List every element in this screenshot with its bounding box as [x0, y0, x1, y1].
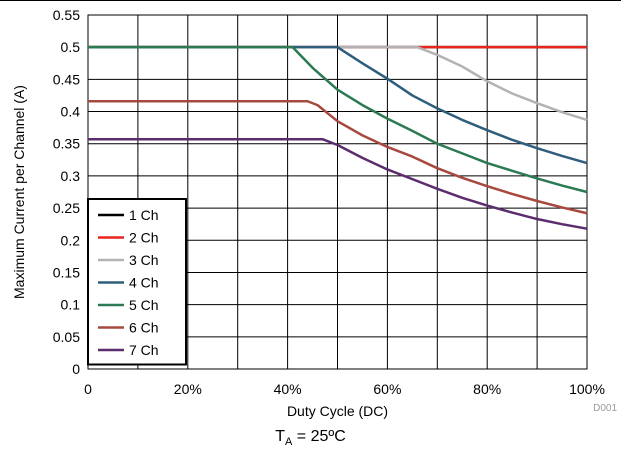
x-tick-label: 0: [84, 381, 92, 397]
legend-label-5-ch: 5 Ch: [129, 297, 159, 313]
y-tick-label: 0.55: [53, 7, 80, 23]
y-tick-label: 0.45: [53, 71, 80, 87]
caption-main: T: [275, 428, 285, 445]
legend-label-4-ch: 4 Ch: [129, 275, 159, 291]
series-line-7-ch: [88, 137, 588, 230]
y-tick-label: 0.1: [61, 297, 81, 313]
y-tick-label: 0.25: [53, 200, 80, 216]
figure-id: D001: [593, 403, 617, 414]
y-tick-label: 0: [72, 361, 80, 377]
x-tick-label: 40%: [274, 381, 302, 397]
x-tick-label: 80%: [473, 381, 501, 397]
legend-label-7-ch: 7 Ch: [129, 342, 159, 358]
temperature-caption: TA = 25ºC: [0, 428, 621, 448]
x-tick-label: 100%: [569, 381, 605, 397]
y-tick-label: 0.3: [61, 168, 81, 184]
y-axis-label: Maximum Current per Channel (A): [11, 85, 27, 299]
x-tick-labels: 0 20% 40% 60% 80% 100%: [84, 381, 605, 397]
chart-svg: 0 20% 40% 60% 80% 100% 0 0.05 0.1 0.15 0.2 0.25 0.3…: [11, 7, 617, 419]
legend-label-1-ch: 1 Ch: [129, 207, 159, 223]
top-rule: [0, 0, 621, 1]
series-line-4-ch: [88, 45, 588, 165]
series-layer: [88, 45, 588, 230]
legend: 1 Ch 2 Ch 3 Ch 4 Ch 5 Ch 6 Ch 7 Ch: [87, 198, 187, 366]
y-tick-labels: 0 0.05 0.1 0.15 0.2 0.25 0.3 0.35 0.4 0.45 0.5 0.55: [53, 7, 80, 377]
y-tick-label: 0.15: [53, 264, 80, 280]
x-axis-label: Duty Cycle (DC): [287, 403, 388, 419]
x-tick-label: 60%: [373, 381, 401, 397]
y-tick-label: 0.05: [53, 329, 80, 345]
y-tick-label: 0.35: [53, 136, 80, 152]
y-tick-label: 0.5: [61, 39, 81, 55]
series-line-6-ch: [88, 100, 588, 215]
legend-label-2-ch: 2 Ch: [129, 230, 159, 246]
caption-subscript: A: [285, 436, 293, 449]
legend-label-6-ch: 6 Ch: [129, 320, 159, 336]
y-tick-label: 0.2: [61, 232, 81, 248]
x-tick-label: 20%: [174, 381, 202, 397]
series-line-5-ch: [88, 45, 588, 194]
caption-rest: = 25ºC: [292, 428, 346, 445]
legend-label-3-ch: 3 Ch: [129, 252, 159, 268]
y-tick-label: 0.4: [61, 104, 81, 120]
